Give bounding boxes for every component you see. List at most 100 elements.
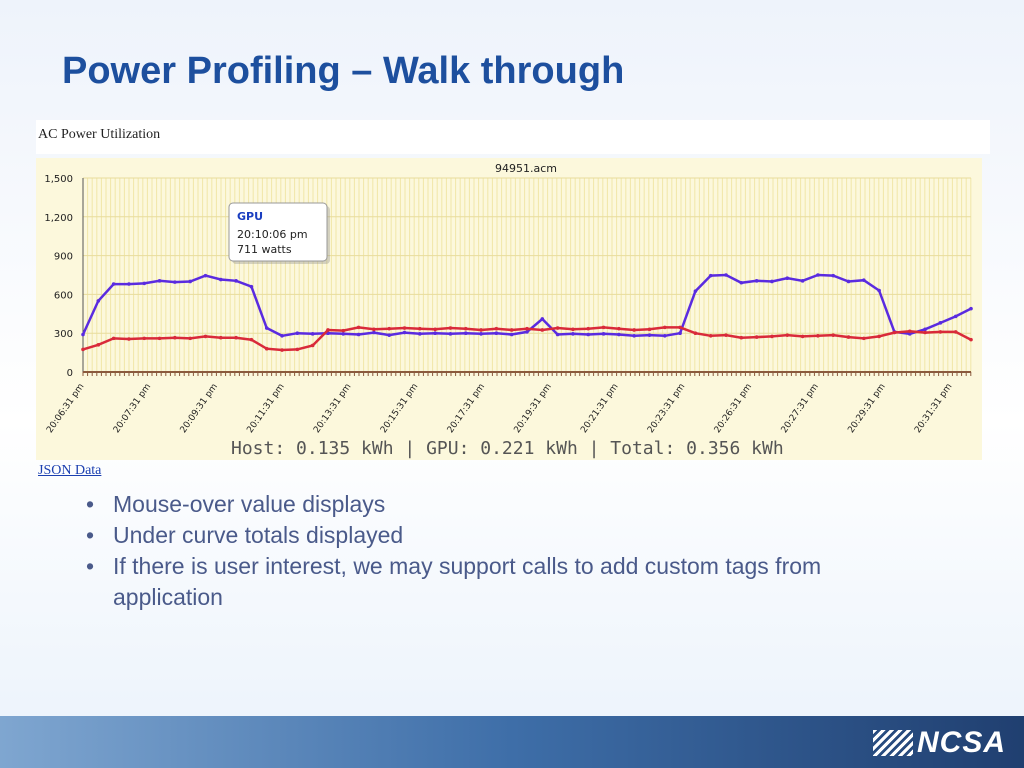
data-point (463, 331, 468, 335)
data-point (846, 335, 851, 339)
data-point (525, 326, 529, 331)
x-tick-label: 20:21:31 pm (579, 382, 620, 435)
data-point (647, 327, 652, 332)
data-point (693, 331, 698, 335)
data-point (234, 335, 238, 340)
x-tick-label: 20:06:31 pm (45, 382, 86, 435)
data-point (785, 333, 790, 337)
panel-title: AC Power Utilization (38, 127, 161, 142)
x-tick-label: 20:26:31 pm (713, 382, 754, 435)
x-tick-label: 20:27:31 pm (780, 382, 821, 435)
data-point (387, 333, 392, 337)
data-point (724, 273, 728, 277)
data-point (402, 330, 407, 335)
data-point (326, 328, 330, 332)
data-point (555, 326, 560, 330)
data-point (249, 337, 254, 342)
data-point (295, 331, 300, 335)
data-point (862, 278, 866, 282)
data-point (632, 333, 636, 338)
data-point (479, 328, 483, 332)
data-point (157, 336, 162, 341)
data-point (218, 277, 223, 282)
data-point (770, 334, 774, 339)
data-point (708, 273, 713, 278)
data-point (448, 326, 453, 330)
data-point (341, 328, 346, 333)
x-tick-label: 20:13:31 pm (312, 382, 353, 435)
json-data-link[interactable]: JSON Data (38, 463, 102, 478)
data-point (555, 332, 560, 337)
data-point (862, 336, 866, 341)
data-point (724, 333, 728, 337)
y-tick-label: 0 (67, 368, 73, 379)
data-point (877, 288, 881, 293)
data-point (402, 326, 407, 330)
data-point (601, 332, 606, 336)
data-point (632, 328, 636, 332)
x-tick-label: 20:15:31 pm (379, 382, 420, 435)
data-point (509, 328, 514, 332)
energy-summary: Host: 0.135 kWh | GPU: 0.221 kWh | Total… (231, 438, 784, 459)
data-point (708, 333, 713, 338)
chart-title: 94951.acm (495, 162, 557, 175)
data-point (953, 314, 958, 319)
data-point (356, 332, 361, 337)
data-point (494, 331, 499, 335)
tooltip-time: 20:10:06 pm (237, 228, 308, 241)
data-point (571, 327, 575, 332)
y-tick-label: 300 (54, 329, 73, 340)
data-point (479, 332, 483, 336)
data-point (831, 333, 836, 337)
data-point (586, 326, 591, 331)
data-point (494, 326, 499, 331)
data-point (938, 321, 943, 325)
data-point (969, 306, 973, 311)
data-point (816, 333, 820, 338)
data-point (310, 343, 315, 348)
data-point (800, 334, 805, 339)
data-point (387, 326, 392, 331)
data-point (188, 279, 192, 284)
data-point (81, 332, 85, 337)
data-point (816, 273, 820, 277)
power-chart[interactable]: 0 300 600 900 1,200 1,500 94951.acm 20:06:31 pm… (36, 158, 982, 460)
data-point (372, 327, 376, 332)
data-point (601, 325, 606, 330)
data-point (800, 279, 805, 283)
data-point (463, 326, 468, 331)
data-point (969, 337, 973, 342)
data-point (433, 331, 437, 335)
data-point (785, 276, 790, 281)
data-point (846, 279, 851, 284)
data-point (754, 335, 759, 339)
data-point (662, 333, 667, 338)
data-point (218, 335, 223, 340)
data-point (540, 328, 545, 332)
data-point (203, 334, 208, 339)
bullet-item: Mouse-over value displays (86, 489, 926, 520)
data-point (249, 284, 254, 289)
y-tick-label: 1,200 (44, 213, 73, 224)
data-point (923, 327, 927, 332)
data-point (770, 279, 774, 284)
data-point (739, 280, 744, 285)
data-point (831, 273, 836, 278)
data-point (923, 330, 927, 335)
x-tick-label: 20:29:31 pm (846, 382, 887, 435)
x-tick-label: 20:19:31 pm (513, 382, 554, 435)
data-point (81, 347, 85, 352)
data-point (142, 336, 147, 341)
y-tick-label: 1,500 (44, 174, 73, 185)
data-point (188, 336, 192, 341)
data-point (295, 347, 300, 352)
data-point (525, 330, 529, 334)
x-tick-label: 20:31:31 pm (913, 382, 954, 435)
y-tick-label: 900 (54, 252, 73, 263)
data-point (264, 326, 269, 330)
chart-svg[interactable]: 0 300 600 900 1,200 1,500 94951.acm 20:06:31 pm… (36, 158, 982, 460)
x-tick-label: 20:11:31 pm (245, 382, 286, 435)
tooltip-box (228, 202, 328, 262)
data-point (203, 273, 208, 278)
data-point (173, 280, 177, 284)
